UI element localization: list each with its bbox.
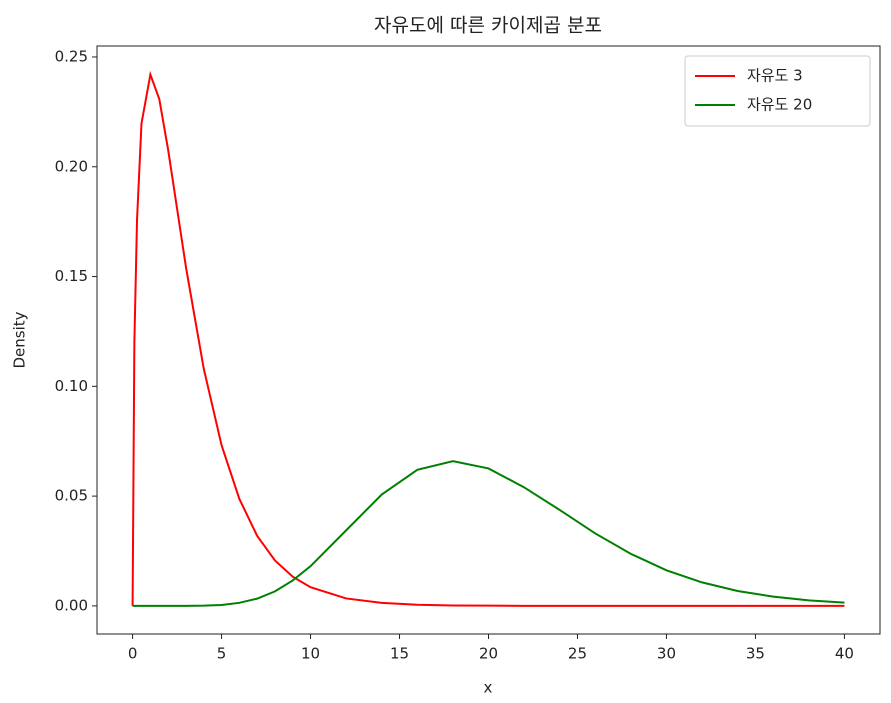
x-tick-label: 5 — [217, 645, 227, 663]
chart-title: 자유도에 따른 카이제곱 분포 — [374, 15, 602, 37]
x-tick-label: 10 — [301, 645, 320, 663]
x-tick-label: 40 — [835, 645, 854, 663]
y-axis-label: Density — [11, 311, 29, 368]
legend-label: 자유도 3 — [747, 67, 803, 85]
y-tick-label: 0.15 — [55, 267, 88, 285]
plot-frame — [96, 45, 881, 635]
x-tick-label: 15 — [390, 645, 409, 663]
x-tick-label: 30 — [657, 645, 676, 663]
x-tick-label: 0 — [128, 645, 138, 663]
y-tick-label: 0.20 — [55, 157, 88, 175]
x-axis-label: x — [484, 679, 493, 697]
y-tick-label: 0.10 — [55, 377, 88, 395]
y-tick-label: 0.00 — [55, 596, 88, 614]
line-series — [131, 70, 845, 607]
y-tick-label: 0.05 — [55, 487, 88, 505]
x-tick-label: 25 — [568, 645, 587, 663]
line-series — [132, 460, 845, 607]
x-tick-label: 20 — [479, 645, 498, 663]
y-tick-label: 0.25 — [55, 47, 88, 65]
legend-label: 자유도 20 — [747, 96, 812, 114]
x-tick-label: 35 — [746, 645, 765, 663]
legend-box — [684, 55, 871, 127]
